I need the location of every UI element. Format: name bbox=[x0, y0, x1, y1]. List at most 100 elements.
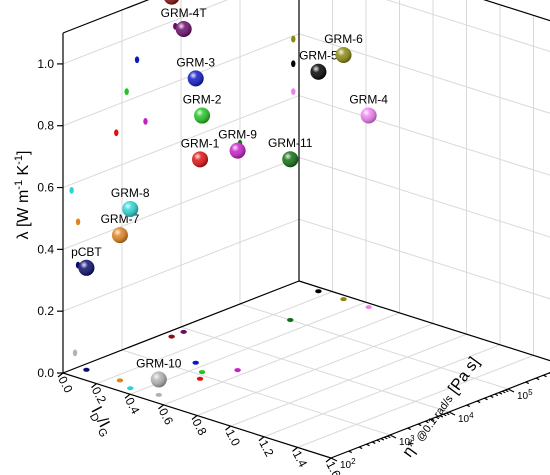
side-grid-line bbox=[298, 218, 550, 300]
point-label-grm-1: GRM-1 bbox=[181, 136, 220, 150]
z-tick-label: 0.2 bbox=[37, 304, 54, 318]
x-axis-title: ID/IG bbox=[85, 404, 117, 440]
point-label-grm-3: GRM-3 bbox=[176, 55, 215, 69]
y-minor-tick bbox=[366, 443, 370, 447]
y-minor-tick bbox=[384, 436, 388, 440]
back-projection-grm-5 bbox=[291, 60, 296, 68]
y-minor-tick bbox=[380, 438, 385, 441]
y-minor-tick bbox=[376, 439, 381, 443]
y-minor-tick bbox=[466, 404, 471, 408]
side-grid-line bbox=[298, 156, 550, 238]
axes-frame bbox=[62, 0, 550, 459]
side-grid-line bbox=[298, 280, 550, 362]
x-tick bbox=[191, 415, 198, 420]
x-tick bbox=[258, 436, 265, 442]
y-minor-tick bbox=[425, 420, 429, 424]
floor-grid-line bbox=[230, 333, 467, 427]
y-minor-tick bbox=[407, 427, 412, 431]
y-tick-label: 103 bbox=[399, 434, 415, 448]
floor-grid-line bbox=[196, 323, 434, 416]
y-minor-tick bbox=[371, 441, 376, 444]
z-tick-label: 0.8 bbox=[37, 119, 54, 133]
back-projection-grm-6 bbox=[291, 35, 296, 43]
point-shine-grm-3 bbox=[187, 70, 204, 87]
point-shine-grm-1 bbox=[192, 151, 209, 168]
data-points: GRM-5GRM-6GRM-4GRM-11GRM-4TGRM-5TGRM-9GR… bbox=[71, 0, 388, 388]
z-tick-label: 0.4 bbox=[37, 242, 54, 256]
side-grid-line bbox=[298, 33, 550, 114]
floor-projection-grm-7 bbox=[116, 378, 124, 383]
floor-grid-line bbox=[297, 354, 534, 448]
back-projection-grm-2 bbox=[124, 88, 129, 96]
point-shine-grm-4 bbox=[360, 107, 377, 124]
point-shine-grm-2 bbox=[194, 107, 211, 124]
x-tick-label: 1.6 bbox=[323, 459, 343, 475]
x-tick bbox=[124, 393, 131, 399]
y-minor-tick bbox=[439, 415, 444, 418]
y-minor-tick bbox=[505, 389, 509, 393]
y-tick bbox=[448, 411, 456, 416]
grid-lines bbox=[62, 0, 550, 459]
x-tick bbox=[292, 446, 298, 452]
y-tick bbox=[389, 434, 397, 439]
y-tick bbox=[330, 457, 338, 462]
x-tick bbox=[57, 372, 64, 378]
back-projection-grm-1 bbox=[114, 129, 119, 137]
y-minor-tick bbox=[525, 381, 530, 385]
y-minor-tick bbox=[489, 395, 494, 398]
y-minor-tick bbox=[535, 377, 540, 381]
y-minor-tick bbox=[502, 390, 506, 394]
z-tick-label: 0.6 bbox=[37, 181, 54, 195]
point-shine-grm-5t bbox=[164, 0, 179, 5]
floor-projection-pcbt bbox=[83, 367, 90, 372]
back-projection-grm-9 bbox=[143, 117, 148, 125]
y-minor-tick bbox=[498, 392, 503, 395]
frame-edge bbox=[62, 0, 150, 34]
y-tick-label: 102 bbox=[340, 457, 356, 471]
floor-projection-grm-4t bbox=[180, 329, 187, 334]
point-label-grm-4: GRM-4 bbox=[349, 92, 388, 106]
back-projection-grm-7 bbox=[75, 218, 81, 226]
floor-grid-line bbox=[263, 344, 501, 438]
point-label-grm-2: GRM-2 bbox=[183, 93, 222, 107]
point-shine-grm-6 bbox=[335, 46, 352, 63]
floor-projection-grm-11 bbox=[287, 317, 294, 322]
z-tick-label: 1.0 bbox=[37, 57, 54, 71]
floor-projection-grm-5 bbox=[315, 289, 322, 294]
y-tick-label: 104 bbox=[458, 411, 474, 425]
floor-grid-line bbox=[163, 312, 400, 406]
floor-grid-line bbox=[129, 301, 367, 395]
x-tick bbox=[158, 404, 164, 410]
floor-grid-line bbox=[96, 291, 333, 385]
y-minor-tick bbox=[430, 418, 435, 421]
floor-grid-line bbox=[298, 280, 550, 362]
point-shine-grm-5 bbox=[310, 63, 327, 80]
point-shine-pcbt bbox=[78, 259, 95, 276]
floor-projection-grm-2 bbox=[198, 370, 206, 375]
frame-edge bbox=[298, 280, 550, 362]
floor-projection-grm-8 bbox=[127, 386, 134, 391]
back-projection-grm-8 bbox=[69, 186, 74, 194]
back-projection-grm-4 bbox=[291, 88, 296, 95]
y-tick bbox=[507, 388, 515, 393]
point-shine-grm-9 bbox=[229, 142, 246, 159]
floor-projection-grm-9 bbox=[234, 368, 241, 373]
point-shine-grm-10 bbox=[150, 371, 167, 388]
floor-projection-grm-10 bbox=[155, 392, 162, 397]
point-label-grm-10: GRM-10 bbox=[136, 356, 182, 370]
y-minor-tick bbox=[446, 412, 450, 416]
floor-projection-grm-5t bbox=[168, 334, 175, 339]
y-minor-tick bbox=[358, 446, 363, 450]
floor-projection-grm-4 bbox=[365, 305, 372, 310]
y-minor-tick bbox=[494, 393, 499, 397]
y-axis-title: η* @0.1 rad/s [Pa s] bbox=[400, 354, 484, 460]
y-tick-label: 105 bbox=[517, 388, 533, 402]
point-label-grm-11: GRM-11 bbox=[268, 136, 313, 150]
x-tick bbox=[325, 457, 332, 463]
point-shine-grm-8 bbox=[122, 200, 139, 217]
y-minor-tick bbox=[443, 413, 447, 417]
y-minor-tick bbox=[387, 435, 391, 439]
y-minor-tick bbox=[543, 374, 547, 378]
point-shine-grm-4t bbox=[175, 20, 192, 37]
